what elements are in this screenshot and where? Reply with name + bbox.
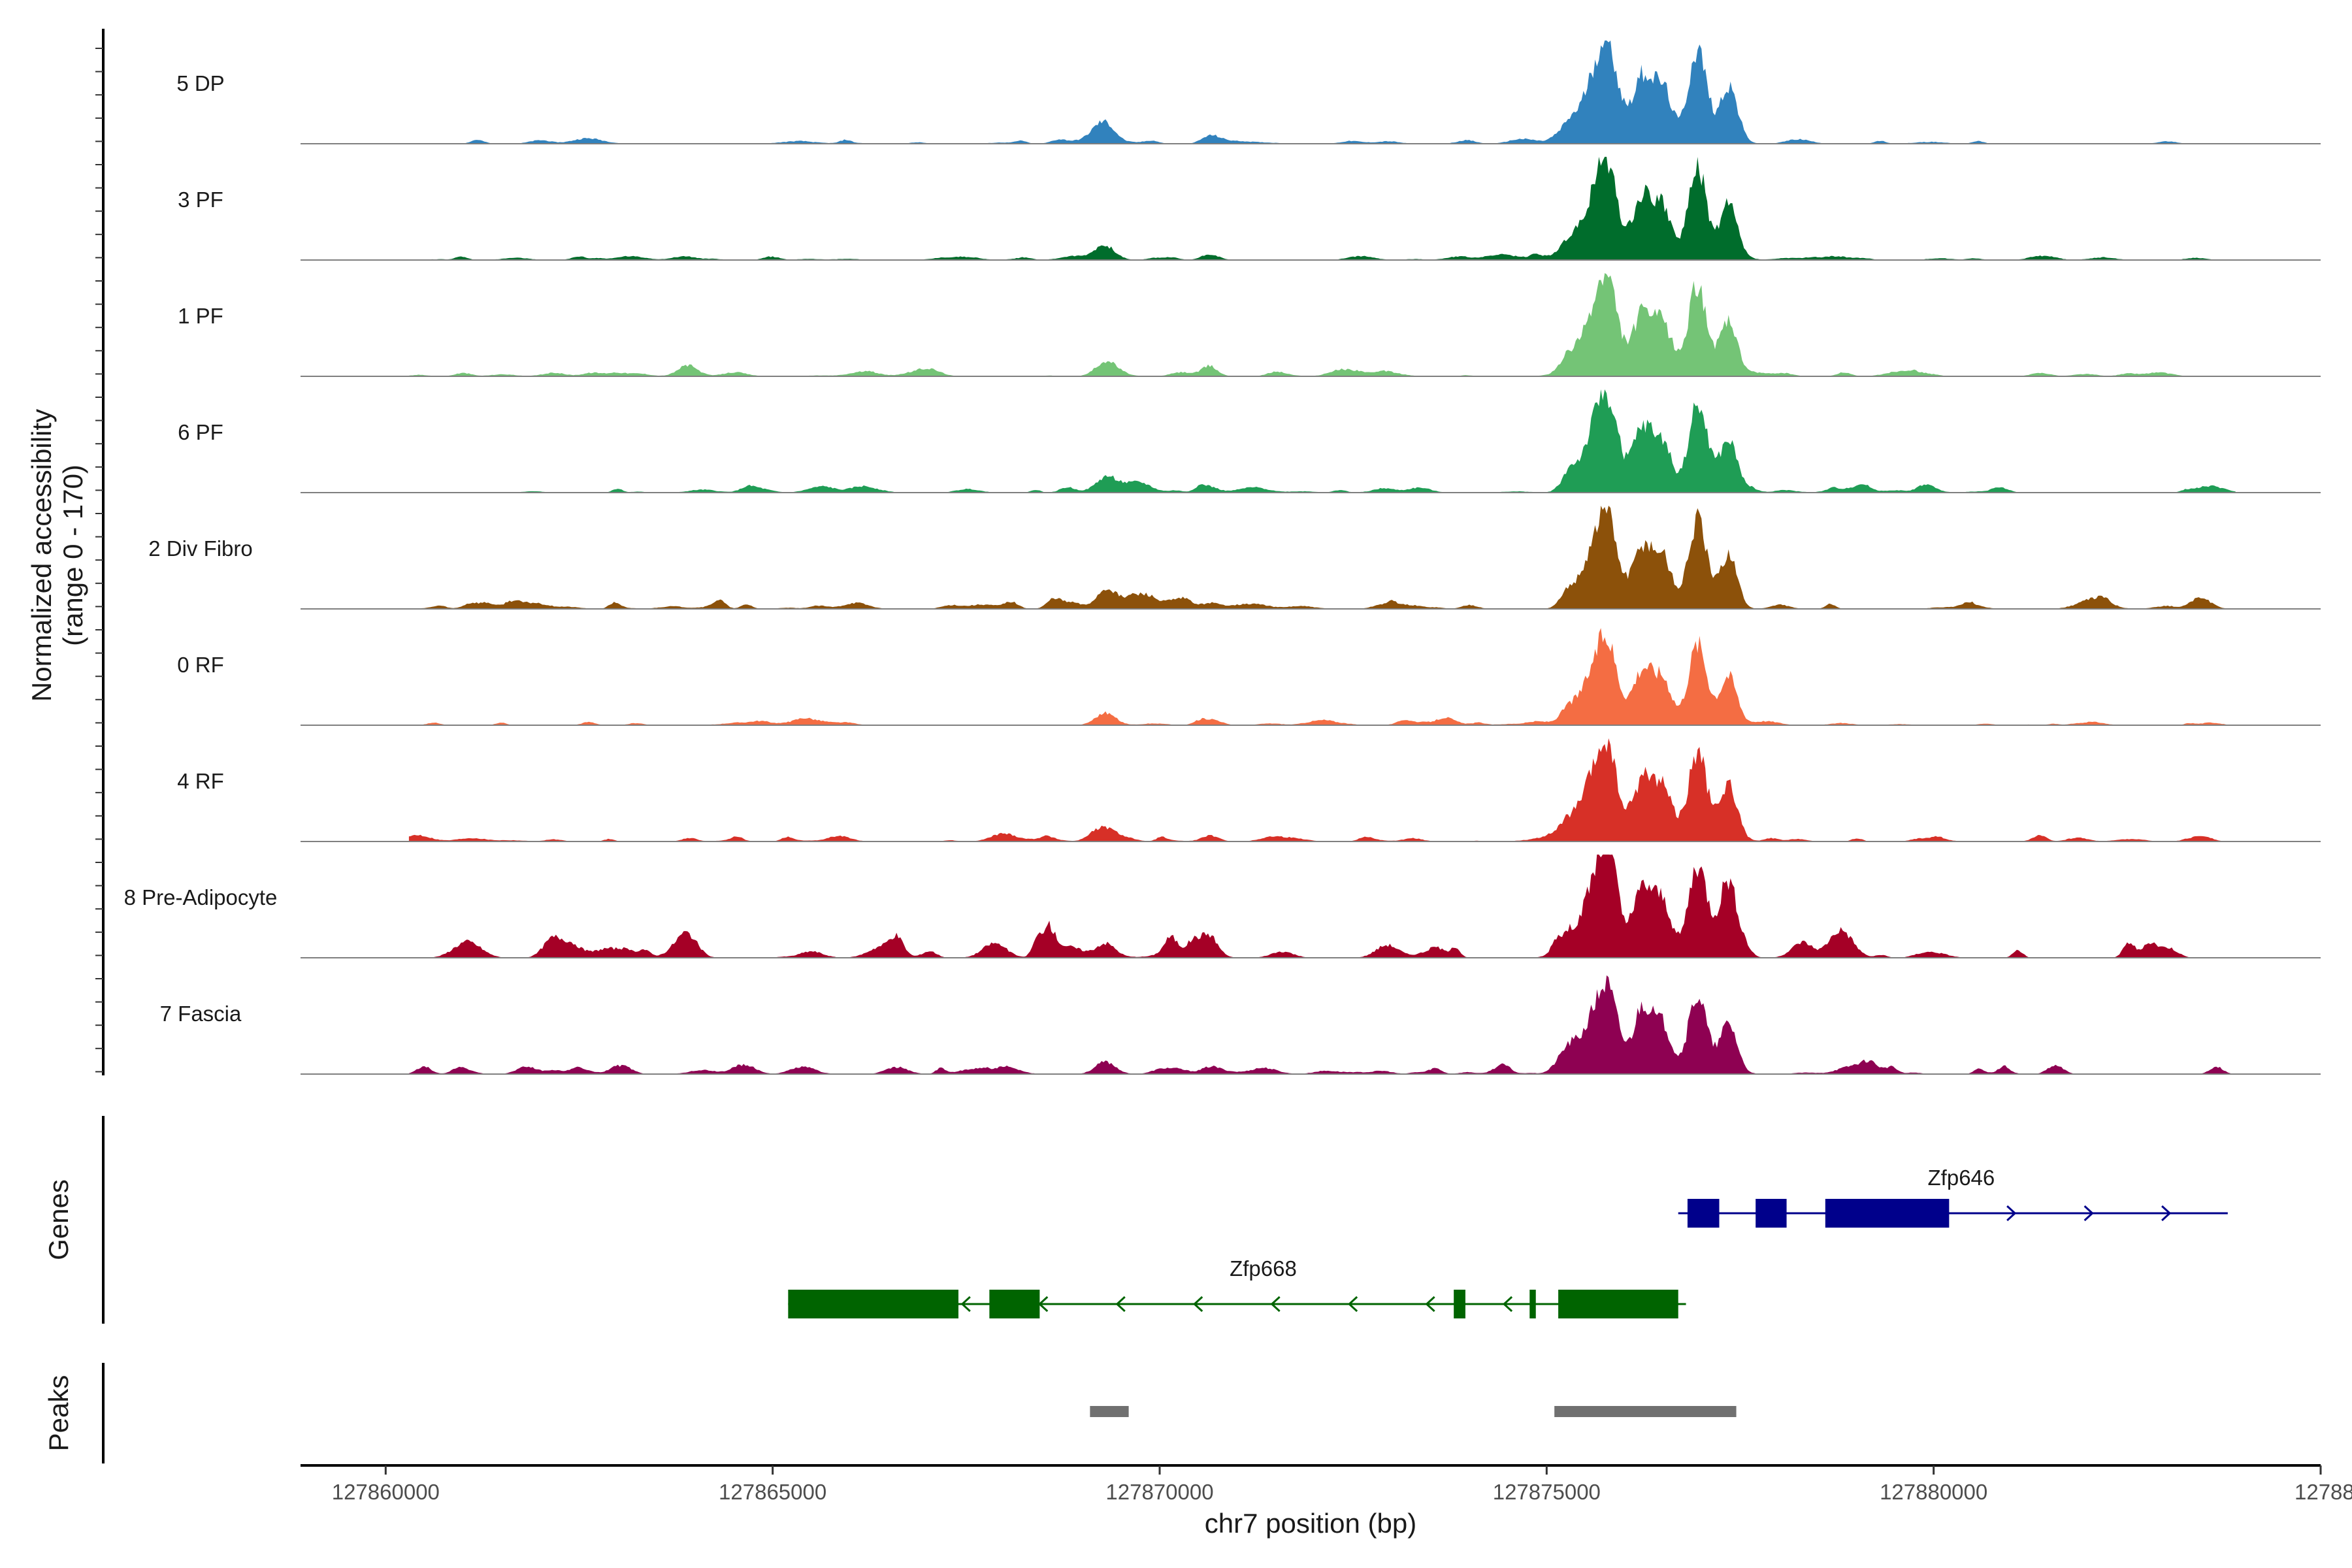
strand-chevron [1270, 1296, 1281, 1313]
track-area-8-pre-adipocyte [408, 855, 2236, 958]
strand-chevron [1347, 1296, 1358, 1313]
track-label: 1 PF [178, 304, 223, 328]
x-tick-label: 127875000 [1493, 1480, 1601, 1504]
x-tick-label: 127860000 [332, 1480, 440, 1504]
gene-annotations: Zfp646 Zfp668 [788, 1166, 2228, 1318]
track-label: 5 DP [176, 71, 224, 95]
exon-zfp668 [1454, 1290, 1465, 1318]
x-tick-label: 127865000 [719, 1480, 826, 1504]
x-tick-label: 127885000 [2295, 1480, 2352, 1504]
track-area-3-pf [408, 157, 2236, 260]
x-axis: 127860000 127865000 127870000 127875000 1278… [301, 1464, 2352, 1504]
track-label: 0 RF [177, 653, 224, 677]
x-tick-label: 127870000 [1105, 1480, 1213, 1504]
track-area-1-pf [408, 273, 2236, 376]
gene-label-zfp668: Zfp668 [1230, 1256, 1297, 1281]
peak-region [1090, 1406, 1129, 1417]
gene-label-zfp646: Zfp646 [1928, 1166, 1995, 1190]
track-label: 4 RF [177, 769, 224, 793]
peak-annotations [1090, 1406, 1737, 1417]
track-label: 7 Fascia [160, 1002, 242, 1026]
genes-track-label: Genes [43, 1179, 74, 1260]
peak-region [1554, 1406, 1737, 1417]
exon-zfp668 [1529, 1290, 1536, 1318]
exon-zfp646 [1756, 1199, 1787, 1228]
track-label: 8 Pre-Adipocyte [124, 885, 278, 909]
track-label: 3 PF [178, 188, 223, 212]
track-area-6-pf [408, 389, 2236, 493]
exon-zfp646 [1825, 1199, 1950, 1228]
track-area-0-rf [408, 628, 2236, 725]
exon-zfp668 [1558, 1290, 1678, 1318]
strand-chevron [960, 1296, 971, 1313]
strand-chevron [2006, 1205, 2017, 1222]
track-area-4-rf [408, 738, 2236, 841]
track-area-7-fascia [408, 975, 2236, 1074]
x-tick-label: 127880000 [1880, 1480, 1987, 1504]
y-axis-title-line2: (range 0 - 170) [57, 465, 88, 646]
accessibility-tracks: 5 DP 3 PF 1 PF 6 PF 2 Div Fibro 0 RF 4 RF 8 Pre… [124, 41, 2321, 1075]
track-label: 6 PF [178, 420, 223, 444]
exon-zfp646 [1687, 1199, 1720, 1228]
y-axis [95, 29, 105, 1075]
peaks-track-label: Peaks [43, 1375, 74, 1452]
strand-chevron [1193, 1296, 1203, 1313]
x-axis-title: chr7 position (bp) [1205, 1508, 1417, 1539]
exon-zfp668 [788, 1290, 958, 1318]
y-axis-title-line1: Normalized accessibility [26, 409, 57, 702]
strand-chevron [2083, 1205, 2094, 1222]
strand-chevron [1425, 1296, 1435, 1313]
strand-chevron [1502, 1296, 1513, 1313]
exon-zfp668 [989, 1290, 1040, 1318]
track-area-5-dp [408, 41, 2236, 144]
track-label: 2 Div Fibro [148, 536, 253, 561]
track-area-2-div-fibro [408, 506, 2236, 609]
strand-chevron [2161, 1205, 2172, 1222]
strand-chevron [1115, 1296, 1126, 1313]
